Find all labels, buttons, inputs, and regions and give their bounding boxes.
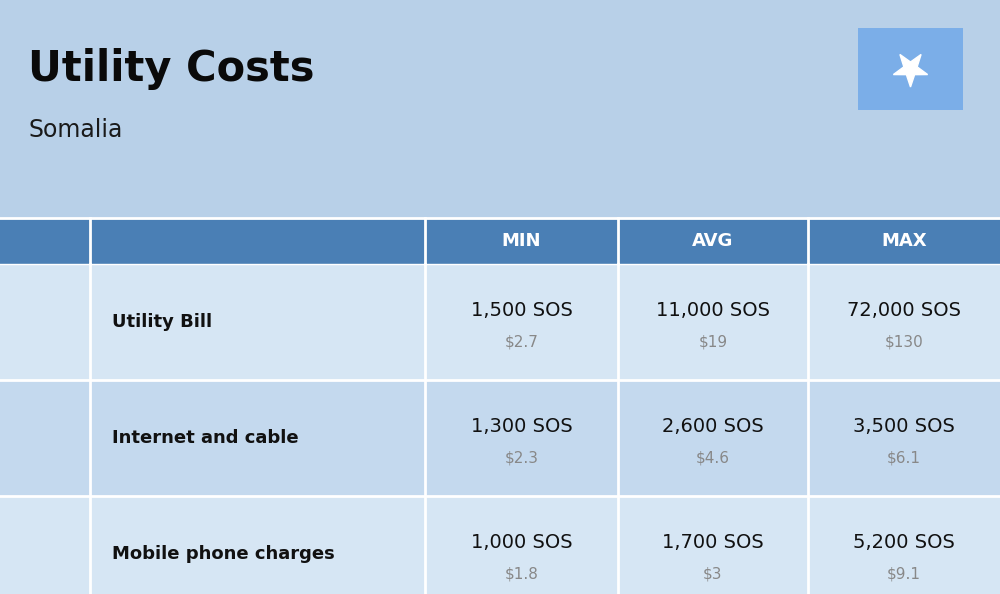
Text: 11,000 SOS: 11,000 SOS (656, 301, 770, 320)
Bar (425, 264, 618, 380)
Text: Somalia: Somalia (28, 118, 122, 142)
Text: Internet and cable: Internet and cable (112, 429, 299, 447)
Text: 1,000 SOS: 1,000 SOS (471, 532, 572, 551)
Bar (425, 496, 618, 594)
Bar (618, 218, 808, 264)
Text: 1,300 SOS: 1,300 SOS (471, 416, 572, 435)
Text: $9.1: $9.1 (887, 567, 921, 582)
Bar (808, 264, 1000, 380)
Bar (90, 218, 425, 264)
Text: Utility Bill: Utility Bill (112, 313, 212, 331)
Text: 3,500 SOS: 3,500 SOS (853, 416, 955, 435)
Text: MAX: MAX (881, 232, 927, 250)
Bar (618, 496, 808, 594)
Text: 72,000 SOS: 72,000 SOS (847, 301, 961, 320)
Text: $2.3: $2.3 (505, 450, 538, 466)
Text: 5,200 SOS: 5,200 SOS (853, 532, 955, 551)
Text: $1.8: $1.8 (505, 567, 538, 582)
Bar (0, 380, 90, 496)
Text: 1,500 SOS: 1,500 SOS (471, 301, 572, 320)
Text: $3: $3 (703, 567, 723, 582)
Bar (425, 218, 618, 264)
Bar (0, 264, 90, 380)
Bar (90, 264, 425, 380)
Text: 1,700 SOS: 1,700 SOS (662, 532, 764, 551)
Text: Mobile phone charges: Mobile phone charges (112, 545, 335, 563)
Bar (858, 28, 963, 110)
Text: $130: $130 (885, 334, 923, 349)
Text: MIN: MIN (502, 232, 541, 250)
Text: AVG: AVG (692, 232, 734, 250)
Bar (808, 496, 1000, 594)
Text: 2,600 SOS: 2,600 SOS (662, 416, 764, 435)
Text: $6.1: $6.1 (887, 450, 921, 466)
Bar (90, 496, 425, 594)
Text: $19: $19 (698, 334, 728, 349)
Bar (425, 380, 618, 496)
Text: $2.7: $2.7 (505, 334, 538, 349)
Bar (808, 218, 1000, 264)
Text: $4.6: $4.6 (696, 450, 730, 466)
Bar (808, 380, 1000, 496)
Bar (0, 496, 90, 594)
Polygon shape (893, 55, 928, 87)
Bar (0, 218, 90, 264)
Bar (90, 380, 425, 496)
Bar (618, 380, 808, 496)
Bar (618, 264, 808, 380)
Text: Utility Costs: Utility Costs (28, 48, 314, 90)
